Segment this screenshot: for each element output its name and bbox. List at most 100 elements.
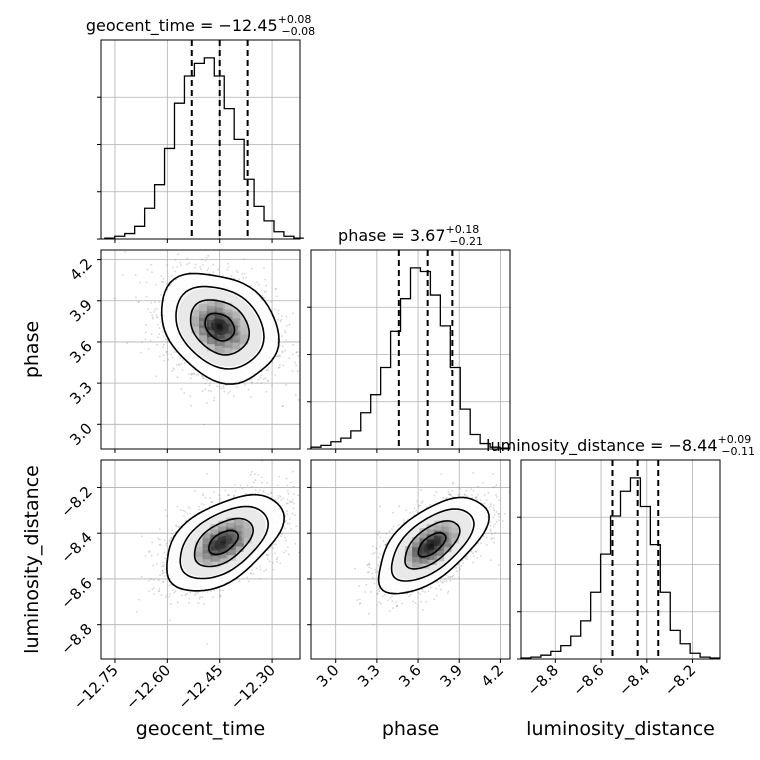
contour-line bbox=[193, 517, 255, 568]
sample-point bbox=[162, 561, 164, 564]
sample-point bbox=[282, 497, 285, 499]
contour-line bbox=[189, 299, 251, 356]
sample-point bbox=[286, 498, 289, 501]
sample-point bbox=[272, 547, 275, 550]
sample-point bbox=[173, 368, 175, 371]
sample-point bbox=[292, 485, 295, 488]
histogram-panel-geocent_time: geocent_time = −12.45+0.08 −0.08 bbox=[86, 13, 315, 240]
sample-point bbox=[280, 535, 282, 537]
sample-point bbox=[140, 341, 143, 344]
sample-point bbox=[256, 382, 259, 384]
sample-point bbox=[275, 287, 278, 290]
density-cell bbox=[222, 330, 233, 341]
title-lower-error: −0.21 bbox=[449, 235, 483, 248]
sample-point bbox=[261, 481, 263, 484]
sample-point bbox=[245, 276, 248, 279]
sample-point bbox=[266, 482, 269, 484]
sample-point bbox=[220, 387, 223, 390]
sample-point bbox=[284, 520, 287, 523]
sample-point bbox=[222, 589, 224, 592]
sample-point bbox=[163, 551, 166, 554]
sample-point bbox=[288, 323, 291, 326]
density-cell bbox=[199, 332, 210, 343]
sample-point bbox=[253, 481, 256, 483]
sample-point bbox=[293, 485, 295, 488]
sample-point bbox=[294, 362, 297, 364]
sample-point bbox=[226, 268, 229, 271]
sample-point bbox=[379, 505, 381, 508]
sample-point bbox=[121, 274, 124, 276]
sample-point bbox=[277, 309, 280, 312]
sample-point bbox=[207, 267, 210, 270]
sample-point bbox=[135, 296, 137, 299]
sample-point bbox=[199, 596, 202, 599]
density-cell bbox=[191, 309, 202, 320]
sample-point bbox=[177, 526, 180, 529]
sample-point bbox=[250, 267, 253, 270]
sample-point bbox=[188, 597, 191, 600]
sample-point bbox=[287, 502, 289, 505]
sample-point bbox=[219, 594, 222, 597]
sample-point bbox=[251, 382, 254, 384]
density-cell bbox=[222, 323, 233, 334]
sample-point bbox=[164, 596, 167, 598]
scatter-panel-geocent_time-phase bbox=[100, 249, 309, 450]
sample-point bbox=[251, 485, 254, 488]
sample-point bbox=[246, 484, 249, 487]
sample-point bbox=[134, 274, 137, 276]
sample-point bbox=[180, 362, 183, 365]
density-cell bbox=[214, 307, 225, 318]
sample-point bbox=[287, 553, 290, 556]
sample-point bbox=[213, 589, 215, 591]
sample-point bbox=[136, 610, 138, 613]
sample-point bbox=[193, 373, 196, 376]
sample-point bbox=[197, 602, 200, 604]
sample-point bbox=[244, 384, 246, 386]
contour-line bbox=[204, 312, 236, 342]
sample-point bbox=[281, 533, 283, 535]
sample-point bbox=[247, 580, 250, 583]
sample-point bbox=[265, 390, 268, 393]
sample-point bbox=[170, 603, 172, 605]
sample-point bbox=[307, 326, 309, 328]
sample-point bbox=[158, 544, 161, 546]
density-cell bbox=[218, 520, 229, 531]
sample-point bbox=[193, 266, 196, 269]
panel-frame bbox=[100, 249, 301, 450]
sample-point bbox=[266, 379, 269, 382]
density-cell bbox=[218, 526, 229, 537]
sample-point bbox=[176, 266, 179, 268]
sample-point bbox=[175, 525, 178, 528]
sample-point bbox=[275, 543, 278, 546]
title-lower-error: −0.08 bbox=[281, 25, 315, 38]
histogram-panel-phase: phase = 3.67+0.18 −0.21 bbox=[307, 223, 511, 450]
sample-point bbox=[247, 388, 250, 391]
sample-point bbox=[291, 498, 294, 501]
sample-point bbox=[165, 283, 168, 285]
sample-point bbox=[190, 404, 192, 407]
sample-point bbox=[206, 379, 208, 381]
density-cell bbox=[199, 318, 210, 329]
density-cell bbox=[230, 318, 241, 329]
density-cell bbox=[210, 540, 221, 551]
sample-point bbox=[472, 472, 475, 474]
sample-point bbox=[184, 510, 186, 513]
sample-point bbox=[279, 320, 282, 323]
density-cell bbox=[199, 311, 210, 322]
sample-point bbox=[437, 581, 439, 584]
sample-point bbox=[206, 269, 209, 272]
sample-point bbox=[276, 556, 279, 559]
sample-point bbox=[174, 258, 177, 261]
sample-point bbox=[290, 501, 293, 504]
contour-line bbox=[179, 505, 270, 580]
sample-point bbox=[186, 592, 189, 595]
sample-point bbox=[273, 543, 276, 546]
sample-point bbox=[276, 355, 279, 358]
sample-point bbox=[495, 520, 498, 523]
sample-point bbox=[189, 377, 192, 380]
sample-point bbox=[285, 539, 287, 542]
sample-point bbox=[284, 536, 286, 539]
sample-point bbox=[224, 489, 227, 492]
sample-point bbox=[186, 257, 189, 260]
sample-point bbox=[186, 263, 188, 266]
